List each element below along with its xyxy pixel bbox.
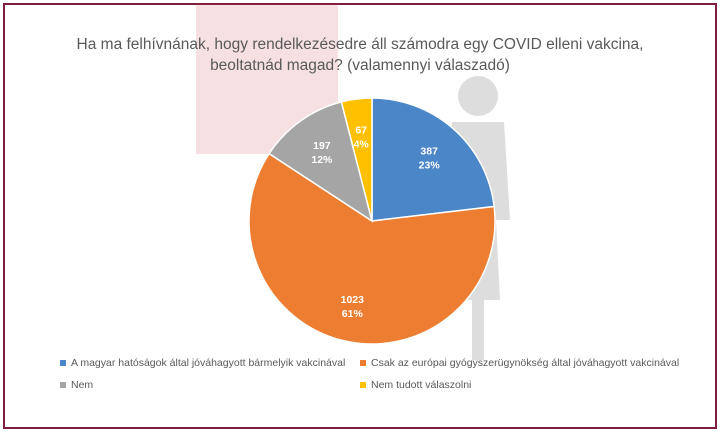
chart-title-line-1: Ha ma felhívnának, hogy rendelkezésedre …	[76, 36, 644, 53]
legend-label: Nem tudott válaszolni	[371, 379, 472, 391]
pie-slice-dont-know	[340, 97, 373, 222]
legend-swatch	[60, 360, 66, 366]
legend-item-dont-know: Nem tudott válaszolni	[360, 379, 471, 391]
pie-slice-ema-only	[248, 152, 496, 345]
legend-item-no: Nem	[60, 379, 93, 391]
pie-percent-label: 23%	[419, 160, 441, 172]
legend-item-hungarian-authorities: A magyar hatóságok által jóváhagyott bár…	[60, 357, 345, 369]
chart-title: Ha ma felhívnának, hogy rendelkezésedre …	[40, 34, 680, 76]
legend-label: Csak az európai gyógyszerügynökség által…	[371, 357, 680, 369]
pie-percent-label: 12%	[311, 154, 333, 166]
legend-label: A magyar hatóságok által jóváhagyott bár…	[71, 357, 346, 369]
pie-slice-no	[268, 100, 374, 223]
pie-label-dont-know: 674%	[354, 125, 370, 151]
pie-value-label: 1023	[341, 294, 365, 306]
pie-percent-label: 61%	[342, 308, 364, 320]
pie-value-label: 387	[420, 146, 438, 158]
legend-swatch	[60, 382, 66, 388]
pie-percent-label: 4%	[354, 139, 370, 151]
pie-slice-hungarian-authorities	[371, 97, 495, 222]
legend-swatch	[360, 382, 366, 388]
legend-label: Nem	[71, 379, 94, 391]
pie-value-label: 67	[355, 125, 367, 137]
legend-item-ema-only: Csak az európai gyógyszerügynökség által…	[360, 357, 679, 369]
legend-swatch	[360, 360, 366, 366]
pie-value-label: 197	[313, 140, 331, 152]
chart-title-line-2: beoltatnád magad? (valamennyi válaszadó)	[210, 57, 510, 74]
pie-label-ema-only: 1023 61%	[341, 294, 365, 320]
